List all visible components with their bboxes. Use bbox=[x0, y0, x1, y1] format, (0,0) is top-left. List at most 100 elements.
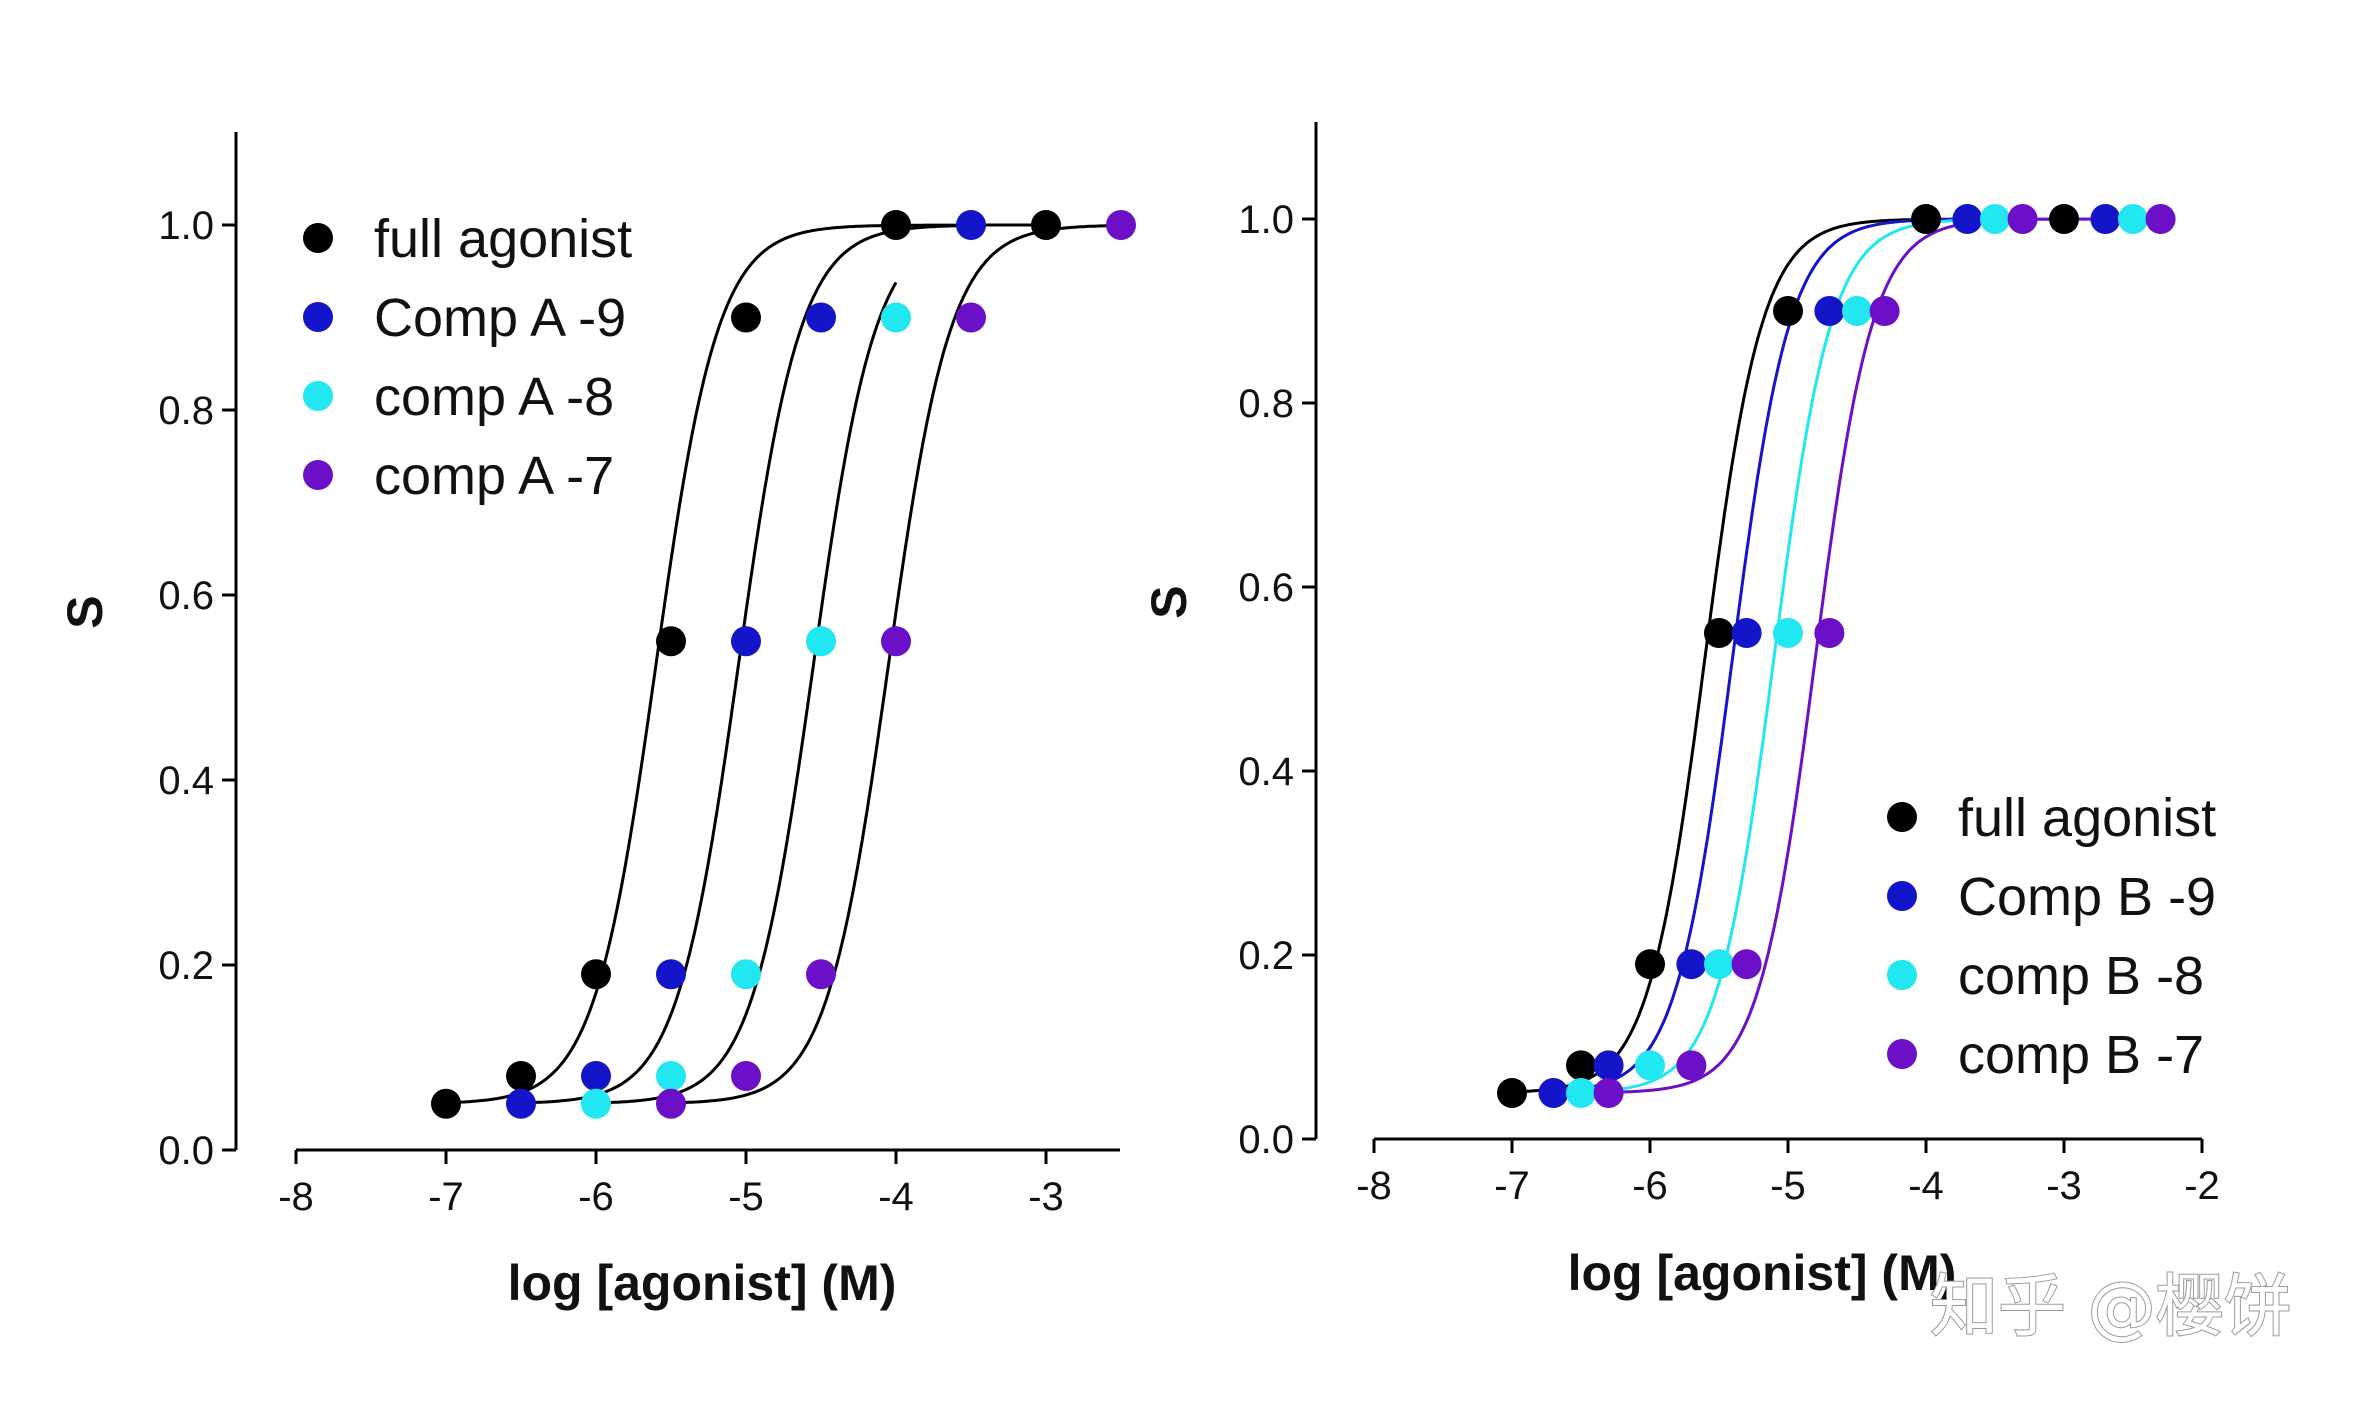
data-point bbox=[1773, 296, 1803, 326]
legend-marker bbox=[303, 381, 333, 411]
data-point bbox=[2118, 204, 2148, 234]
data-point bbox=[656, 1061, 686, 1091]
data-point bbox=[2090, 204, 2121, 234]
legend-label: full agonist bbox=[1958, 788, 2216, 848]
chart-panel-b: -8 -7 -6 -5 -4 -3 -2 0.0 0.2 0.4 0.6 0.8 1.0 log [ago… bbox=[1141, 122, 2220, 1301]
data-point bbox=[656, 1088, 686, 1119]
data-point bbox=[506, 1088, 536, 1119]
data-point bbox=[1497, 1078, 1527, 1108]
data-point bbox=[506, 1061, 536, 1091]
data-point bbox=[806, 302, 836, 333]
data-point bbox=[656, 626, 686, 657]
y-tick-label: 0.0 bbox=[158, 1129, 214, 1173]
legend-label: comp B -8 bbox=[1958, 946, 2204, 1006]
data-point bbox=[1842, 296, 1872, 326]
x-tick-label: -3 bbox=[1028, 1175, 1064, 1219]
legend-label: full agonist bbox=[374, 209, 632, 269]
y-tick-label: 0.8 bbox=[158, 389, 214, 433]
legend-marker bbox=[303, 460, 333, 490]
fit-curve bbox=[595, 281, 898, 1105]
y-tick-label: 0.4 bbox=[158, 759, 214, 803]
x-tick-label: -7 bbox=[1494, 1164, 1530, 1208]
y-tick-label: 0.0 bbox=[1238, 1118, 1294, 1162]
data-point bbox=[1566, 1050, 1596, 1081]
y-tick-label: 0.6 bbox=[158, 574, 214, 618]
data-point bbox=[1635, 1050, 1665, 1081]
legend-marker bbox=[303, 302, 333, 332]
data-point bbox=[1676, 1050, 1707, 1081]
data-point bbox=[881, 302, 911, 333]
data-point bbox=[1593, 1050, 1624, 1081]
data-point bbox=[956, 210, 986, 240]
y-tick-label: 0.2 bbox=[158, 944, 214, 988]
y-axis-title: S bbox=[1141, 585, 1197, 618]
data-point bbox=[656, 959, 686, 990]
data-point bbox=[1106, 210, 1136, 240]
legend-label: Comp A -9 bbox=[374, 288, 626, 348]
x-tick-label: -3 bbox=[2046, 1164, 2082, 1208]
legend-marker bbox=[1887, 960, 1917, 990]
data-point bbox=[1952, 204, 1983, 234]
data-point bbox=[1911, 204, 1941, 234]
data-point bbox=[731, 959, 761, 990]
data-point bbox=[806, 626, 836, 657]
y-tick-label: 0.4 bbox=[1238, 750, 1294, 794]
x-tick-label: -8 bbox=[1356, 1164, 1392, 1208]
data-point bbox=[1704, 949, 1734, 980]
legend-marker bbox=[1887, 1039, 1917, 1069]
data-point bbox=[731, 302, 761, 333]
data-point bbox=[806, 959, 836, 990]
data-point bbox=[1593, 1078, 1624, 1108]
data-point bbox=[1635, 949, 1665, 980]
x-tick-label: -4 bbox=[878, 1175, 914, 1219]
x-axis-title: log [agonist] (M) bbox=[508, 1255, 897, 1311]
data-point bbox=[1676, 949, 1707, 980]
x-tick-label: -6 bbox=[578, 1175, 614, 1219]
data-point bbox=[1980, 204, 2010, 234]
legend-label: comp A -8 bbox=[374, 367, 614, 427]
data-point bbox=[1869, 296, 1900, 326]
x-tick-label: -5 bbox=[1770, 1164, 1806, 1208]
data-point bbox=[1031, 210, 1061, 240]
legend-marker bbox=[1887, 802, 1917, 832]
data-point bbox=[1773, 618, 1803, 648]
x-tick-label: -7 bbox=[428, 1175, 464, 1219]
data-point bbox=[1731, 949, 1762, 980]
data-point bbox=[581, 1088, 611, 1119]
x-tick-label: -8 bbox=[278, 1175, 314, 1219]
y-tick-label: 1.0 bbox=[1238, 198, 1294, 242]
chart-panel-a: -8 -7 -6 -5 -4 -3 0.0 0.2 0.4 0.6 0.8 1.0 log [agoni… bbox=[57, 132, 1136, 1311]
data-point bbox=[2007, 204, 2038, 234]
y-tick-label: 0.8 bbox=[1238, 382, 1294, 426]
x-tick-label: -2 bbox=[2184, 1164, 2220, 1208]
data-point bbox=[581, 959, 611, 990]
data-point bbox=[731, 1061, 761, 1091]
y-tick-label: 1.0 bbox=[158, 204, 214, 248]
x-tick-label: -5 bbox=[728, 1175, 764, 1219]
data-point bbox=[881, 210, 911, 240]
x-tick-label: -6 bbox=[1632, 1164, 1668, 1208]
legend-marker bbox=[1887, 881, 1917, 911]
data-point bbox=[581, 1061, 611, 1091]
legend-label: comp B -7 bbox=[1958, 1025, 2204, 1085]
x-tick-label: -4 bbox=[1908, 1164, 1944, 1208]
data-point bbox=[1538, 1078, 1569, 1108]
data-point bbox=[431, 1088, 461, 1119]
x-axis-title: log [agonist] (M) bbox=[1568, 1245, 1957, 1301]
data-point bbox=[1814, 618, 1845, 648]
legend-marker bbox=[303, 223, 333, 253]
watermark-text: 知乎 @樱饼 bbox=[1930, 1268, 2292, 1347]
data-point bbox=[1731, 618, 1762, 648]
legend-label: comp A -7 bbox=[374, 446, 614, 506]
data-point bbox=[1566, 1078, 1596, 1108]
data-point bbox=[1704, 618, 1734, 648]
data-point bbox=[2049, 204, 2079, 234]
data-point bbox=[1814, 296, 1845, 326]
y-tick-label: 0.2 bbox=[1238, 934, 1294, 978]
legend-label: Comp B -9 bbox=[1958, 867, 2216, 927]
data-point bbox=[956, 302, 986, 333]
data-point bbox=[2145, 204, 2176, 234]
data-point bbox=[881, 626, 911, 657]
data-point bbox=[731, 626, 761, 657]
